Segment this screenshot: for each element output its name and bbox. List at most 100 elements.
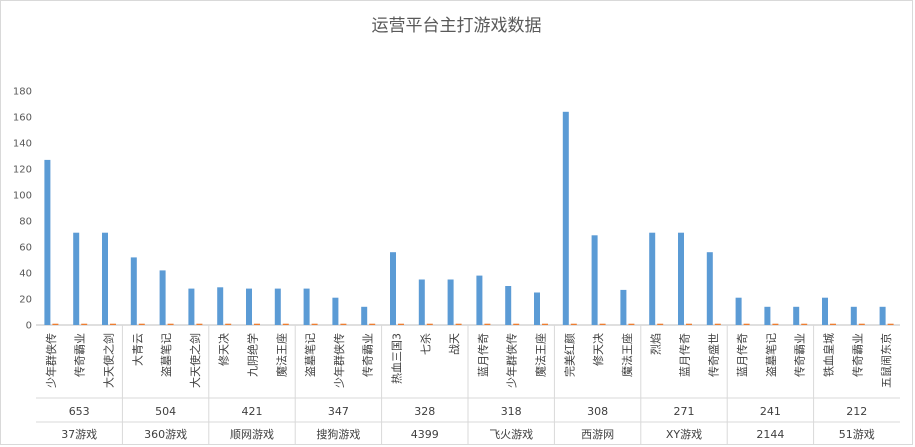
- bar-primary: [447, 279, 454, 325]
- bar-primary: [850, 306, 857, 325]
- bar-secondary: [196, 323, 203, 325]
- bar-primary: [217, 287, 224, 325]
- category-label: 大天使之剑: [102, 333, 116, 388]
- bar-secondary: [340, 323, 347, 325]
- bar-primary: [591, 235, 598, 325]
- category-label: 少年群侠传: [505, 333, 519, 388]
- category-label: 传奇盛世: [706, 333, 720, 377]
- group-platform-label: 搜狗游戏: [316, 427, 360, 441]
- group-total-label: 308: [587, 405, 608, 418]
- bar-secondary: [542, 323, 548, 325]
- bar-primary: [73, 232, 80, 325]
- category-label: 蓝月传奇: [679, 333, 692, 377]
- y-tick-label: 100: [13, 191, 32, 202]
- bar-secondary: [52, 323, 59, 325]
- bar-secondary: [887, 323, 894, 325]
- bar-secondary: [858, 323, 865, 325]
- group-total-label: 328: [414, 405, 435, 418]
- category-label: 魔法王座: [274, 333, 288, 377]
- bar-secondary: [254, 323, 260, 325]
- bar-primary: [246, 288, 252, 325]
- y-tick-label: 140: [13, 139, 32, 150]
- category-label: 魔法王座: [620, 333, 634, 377]
- y-tick-label: 120: [13, 165, 32, 176]
- category-label: 盗墓笔记: [159, 333, 173, 377]
- group-total-label: 504: [155, 405, 176, 418]
- group-platform-label: XY游戏: [666, 428, 702, 441]
- bar-secondary: [282, 323, 289, 325]
- bar-secondary: [743, 323, 750, 325]
- group-total-label: 318: [501, 405, 522, 418]
- bar-secondary: [513, 323, 520, 325]
- y-tick-label: 40: [19, 269, 32, 280]
- bar-primary: [102, 232, 108, 325]
- category-label: 传奇霸业: [794, 333, 807, 377]
- bar-primary: [188, 288, 195, 325]
- bar-primary: [303, 288, 310, 325]
- group-platform-label: 4399: [411, 428, 439, 441]
- bar-secondary: [628, 323, 635, 325]
- category-label: 传奇霸业: [74, 333, 87, 377]
- bar-primary: [332, 297, 339, 325]
- group-total-label: 421: [242, 405, 263, 418]
- group-total-label: 212: [846, 405, 867, 418]
- group-total-label: 241: [760, 405, 781, 418]
- bar-primary: [735, 297, 742, 325]
- group-total-label: 347: [328, 405, 349, 418]
- category-label: 少年群侠传: [332, 333, 346, 388]
- bar-primary: [534, 292, 540, 325]
- category-label: 大天使之剑: [188, 333, 202, 388]
- bar-primary: [879, 306, 886, 325]
- bar-primary: [706, 252, 713, 325]
- bar-secondary: [772, 323, 779, 325]
- bar-primary: [822, 297, 828, 325]
- bar-secondary: [311, 323, 318, 325]
- bar-secondary: [801, 323, 808, 325]
- bar-primary: [130, 257, 137, 325]
- bar-secondary: [369, 323, 376, 325]
- category-label: 七杀: [418, 333, 432, 355]
- bar-secondary: [110, 323, 116, 325]
- category-label: 传奇霸业: [851, 333, 864, 377]
- bar-primary: [418, 279, 425, 325]
- bar-secondary: [570, 323, 577, 325]
- y-tick-label: 180: [13, 87, 32, 98]
- category-label: 传奇霸业: [362, 333, 375, 377]
- bar-primary: [476, 275, 483, 325]
- bar-primary: [361, 306, 368, 325]
- bar-primary: [505, 286, 512, 325]
- bar-primary: [764, 306, 771, 325]
- bar-secondary: [426, 323, 433, 325]
- y-tick-label: 160: [13, 113, 32, 124]
- category-label: 铁血皇城: [822, 333, 836, 377]
- bar-secondary: [167, 323, 174, 325]
- bar-secondary: [599, 323, 606, 325]
- category-label: 五鼠闹东京: [879, 333, 893, 388]
- bar-primary: [159, 270, 166, 325]
- y-tick-label: 80: [19, 217, 32, 228]
- y-tick-label: 60: [19, 243, 32, 254]
- category-label: 蓝月传奇: [736, 333, 749, 377]
- y-tick-label: 0: [26, 321, 32, 332]
- category-label: 修天决: [591, 333, 605, 366]
- bar-primary: [678, 232, 684, 325]
- bar-primary: [562, 111, 569, 325]
- group-total-label: 271: [674, 405, 695, 418]
- group-platform-label: 360游戏: [144, 428, 187, 441]
- category-label: 烈焰: [649, 333, 663, 355]
- category-label: 完美红颜: [562, 333, 576, 377]
- bar-secondary: [657, 323, 664, 325]
- category-label: 热血三国3: [390, 333, 404, 384]
- category-label: 蓝月传奇: [477, 333, 490, 377]
- group-platform-label: 飞火游戏: [489, 428, 533, 441]
- bar-secondary: [484, 323, 491, 325]
- group-platform-label: 51游戏: [839, 428, 875, 441]
- category-label: 大青云: [130, 333, 144, 366]
- chart-title: 运营平台主打游戏数据: [371, 16, 542, 36]
- category-label: 九阴绝学: [246, 333, 260, 377]
- category-label: 修天决: [217, 333, 231, 366]
- bar-secondary: [686, 323, 692, 325]
- group-platform-label: 37游戏: [61, 428, 97, 441]
- category-label: 盗墓笔记: [764, 333, 778, 377]
